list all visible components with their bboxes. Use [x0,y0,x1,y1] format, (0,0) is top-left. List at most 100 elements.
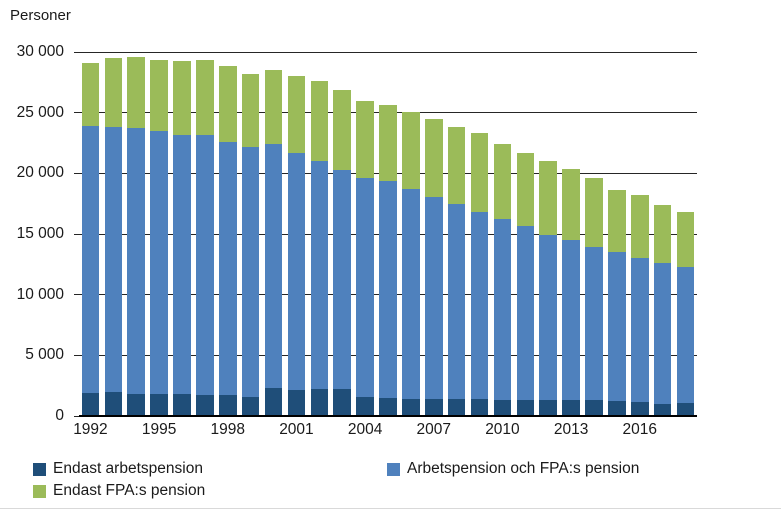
bar-segment [653,204,672,264]
bar-segment [150,59,168,132]
bottom-divider [0,508,781,509]
legend-label: Arbetspension och FPA:s pension [407,460,640,477]
legend-label: Endast arbetspension [53,460,203,477]
bar-segment [379,181,397,398]
bar-segment [402,399,420,416]
bar-segment [104,392,123,416]
bar-segment [447,127,466,204]
x-tick-label: 1995 [141,421,177,438]
x-tick-label: 2013 [553,421,589,438]
bar-segment [196,59,214,136]
bar-segment [608,252,626,401]
x-tick-label: 1992 [73,421,108,438]
bar-segment [196,135,214,395]
bar-segment [425,119,443,197]
bar-segment [127,394,145,416]
bar-segment [310,81,329,162]
bar-segment [81,62,100,127]
bar-segment [287,389,306,416]
legend-item-endast-arbetspension: Endast arbetspension [33,460,203,478]
y-axis-tick [74,233,79,235]
plot-area [74,51,697,417]
bar-segment [585,247,603,401]
bar-segment [104,126,123,393]
bar-segment [379,397,397,416]
bar-segment [310,161,329,390]
bar-segment [310,389,329,416]
y-tick-label: 25 000 [16,103,64,121]
bar-segment [470,211,489,400]
bar-segment [104,58,123,127]
bar-segment [470,399,489,416]
bar-segment [150,393,168,416]
bar-segment [653,403,672,416]
bar-segment [264,143,283,389]
bar-segment [447,203,466,400]
bar-segment [402,188,420,400]
bar-segment [241,147,260,397]
bar-segment [173,134,191,394]
bar-segment [425,197,443,400]
bar-segment [219,65,237,142]
x-tick-label: 2016 [622,421,657,438]
bar-segment [676,266,695,404]
y-tick-label: 20 000 [16,164,64,182]
legend-swatch-mid-blue [387,462,400,476]
bar-segment [241,74,260,148]
x-tick-label: 2004 [347,421,383,438]
bar-segment [81,392,100,416]
gridline [79,51,697,53]
bar-segment [585,178,603,248]
bar-segment [447,399,466,416]
bar-segment [562,240,580,401]
bar-segment [585,400,603,416]
x-tick-label: 2010 [485,421,520,438]
bar-segment [402,112,420,189]
y-tick-label: 15 000 [16,225,64,242]
bar-segment [676,403,695,416]
bar-segment [241,396,260,416]
y-axis-tick [74,51,79,53]
bar-segment [333,170,351,390]
bar-segment [356,101,374,179]
bar-segment [379,104,397,182]
bar-segment [219,395,237,416]
bar-segment [493,144,512,220]
bar-segment [631,402,649,416]
x-axis-line [79,415,697,417]
y-axis-tick [74,172,79,174]
y-tick-label: 0 [55,407,64,424]
legend-swatch-green [33,484,46,498]
y-axis-tick [74,112,79,114]
bar-segment [653,263,672,404]
y-axis-title: Personer [10,7,71,24]
bar-segment [173,393,191,416]
bar-segment [562,169,580,241]
bar-segment [127,56,145,129]
bar-segment [356,397,374,416]
y-axis-tick [74,354,79,356]
bar-segment [608,189,626,253]
y-axis-tick [74,415,79,417]
bar-segment [425,399,443,416]
legend-swatch-dark-blue [33,462,46,476]
bar-segment [562,400,580,416]
bar-segment [631,195,649,258]
bar-segment [493,400,512,416]
bar-segment [631,257,649,403]
bar-segment [287,152,306,390]
x-tick-label: 2001 [279,421,314,438]
bar-segment [219,141,237,396]
legend-item-arbetspension-och-fpa: Arbetspension och FPA:s pension [387,460,639,478]
y-tick-label: 5 000 [25,346,64,364]
bar-segment [516,226,535,401]
bar-segment [516,400,535,416]
x-tick-label: 1998 [210,421,245,438]
bar-segment [539,400,557,416]
bar-segment [470,132,489,212]
bar-segment [493,219,512,401]
legend-label: Endast FPA:s pension [53,482,206,499]
bar-segment [264,70,283,144]
bar-segment [676,211,695,267]
